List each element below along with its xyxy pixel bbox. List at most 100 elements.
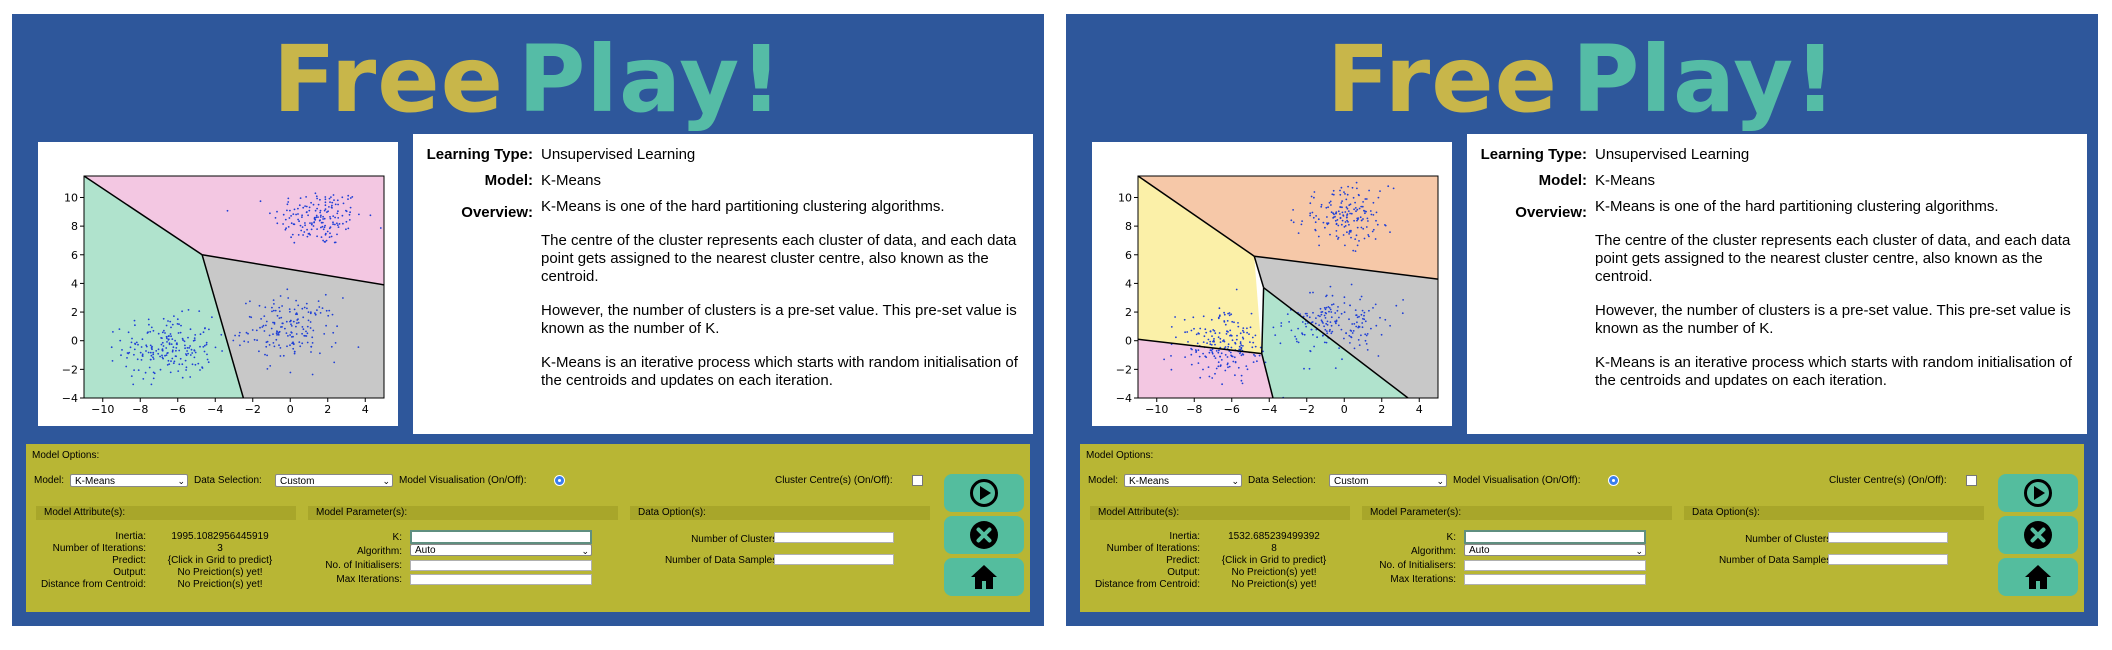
max-iterations-input[interactable] (410, 574, 592, 585)
data-point (1308, 367, 1311, 370)
data-point (1360, 295, 1363, 298)
iterations-value: 8 (1271, 543, 1277, 554)
data-point (1337, 306, 1339, 308)
inertia-value: 1532.685239499392 (1228, 531, 1320, 542)
data-point (266, 340, 269, 343)
home-button[interactable] (944, 558, 1024, 596)
data-point (328, 197, 331, 200)
cluster-centre-label: Cluster Centre(s) (On/Off): (775, 475, 893, 486)
data-point (137, 343, 139, 346)
algorithm-select[interactable]: Auto ⌄ (410, 544, 592, 556)
decision-boundary (1254, 255, 1438, 280)
data-point (324, 224, 326, 227)
distance-value: No Preiction(s) yet! (177, 579, 263, 590)
data-point (1348, 318, 1350, 321)
data-point (176, 342, 178, 344)
data-point (176, 318, 179, 321)
model-select[interactable]: K-Means ⌄ (1124, 474, 1242, 487)
data-point (309, 321, 312, 323)
data-point (166, 337, 168, 340)
initialisers-input[interactable] (1464, 560, 1646, 571)
data-selection-select[interactable]: Custom ⌄ (1329, 474, 1447, 487)
data-point (148, 366, 151, 369)
data-point (226, 209, 229, 212)
data-point (1254, 355, 1256, 357)
k-input[interactable] (1464, 530, 1646, 544)
data-point (266, 354, 268, 357)
predict-label: Predict: (112, 555, 146, 566)
data-point (1315, 215, 1317, 217)
data-point (1365, 334, 1368, 337)
data-point (328, 206, 330, 208)
cluster-plot[interactable]: −10 −8 −6 −4 −2 0 2 4 10 8 6 4 2 0 −2 −4 (1092, 142, 1452, 426)
data-point (1338, 347, 1340, 349)
clusters-input[interactable] (1828, 532, 1948, 543)
overview-paragraph: However, the number of clusters is a pre… (1595, 302, 2071, 337)
model-select[interactable]: K-Means ⌄ (70, 474, 188, 487)
cluster-plot-svg[interactable]: −10 −8 −6 −4 −2 0 2 4 10 8 6 4 2 0 −2 −4 (38, 142, 398, 426)
data-point (1353, 347, 1356, 350)
samples-input[interactable] (774, 554, 894, 565)
play-button[interactable] (1998, 474, 2078, 512)
data-point (296, 322, 298, 325)
data-point (1280, 325, 1283, 327)
initialisers-input[interactable] (410, 560, 592, 571)
k-label: K: (1446, 532, 1456, 543)
data-point (308, 206, 311, 209)
home-button[interactable] (1998, 558, 2078, 596)
clusters-input[interactable] (774, 532, 894, 543)
visualisation-radio[interactable] (554, 475, 565, 486)
data-point (345, 220, 348, 223)
data-point (1352, 196, 1355, 199)
data-point (147, 331, 149, 334)
y-tick-label: 10 (1118, 191, 1132, 204)
cluster-plot[interactable]: −10 −8 −6 −4 −2 0 2 4 10 8 6 4 2 0 −2 −4 (38, 142, 398, 426)
data-point (265, 320, 268, 323)
clear-button[interactable] (1998, 516, 2078, 554)
data-point (1324, 317, 1327, 319)
data-point (273, 303, 275, 305)
play-button[interactable] (944, 474, 1024, 512)
data-point (1242, 331, 1245, 334)
data-point (284, 218, 287, 221)
data-point (1327, 206, 1329, 209)
data-point (141, 355, 144, 357)
data-point (169, 371, 172, 374)
algorithm-select[interactable]: Auto ⌄ (1464, 544, 1646, 556)
data-point (1317, 235, 1320, 238)
data-point (179, 331, 182, 334)
model-label: Model: (1538, 172, 1587, 189)
data-point (292, 213, 295, 215)
cluster-plot-svg[interactable]: −10 −8 −6 −4 −2 0 2 4 10 8 6 4 2 0 −2 −4 (1092, 142, 1452, 426)
data-point (1335, 322, 1337, 325)
samples-input[interactable] (1828, 554, 1948, 565)
data-point (201, 366, 204, 369)
data-point (1358, 240, 1360, 242)
data-point (305, 330, 307, 333)
data-point (1347, 210, 1350, 212)
data-point (1349, 212, 1351, 215)
data-point (325, 239, 328, 242)
data-point (1230, 313, 1233, 316)
cluster-centre-checkbox[interactable] (912, 475, 923, 486)
data-point (286, 345, 288, 348)
k-input[interactable] (410, 530, 592, 544)
data-point (1356, 187, 1358, 190)
data-point (189, 345, 192, 347)
cluster-centre-checkbox[interactable] (1966, 475, 1977, 486)
data-point (147, 351, 150, 354)
data-point (318, 219, 321, 222)
data-point (1380, 333, 1383, 336)
data-point (166, 364, 169, 366)
data-point (1366, 349, 1369, 351)
clear-button[interactable] (944, 516, 1024, 554)
data-point (1337, 238, 1339, 240)
data-point (308, 209, 311, 212)
data-point (191, 352, 194, 354)
data-point (314, 218, 317, 221)
data-point (1350, 335, 1352, 338)
max-iterations-input[interactable] (1464, 574, 1646, 585)
data-point (133, 353, 135, 356)
visualisation-radio[interactable] (1608, 475, 1619, 486)
data-selection-select[interactable]: Custom ⌄ (275, 474, 393, 487)
